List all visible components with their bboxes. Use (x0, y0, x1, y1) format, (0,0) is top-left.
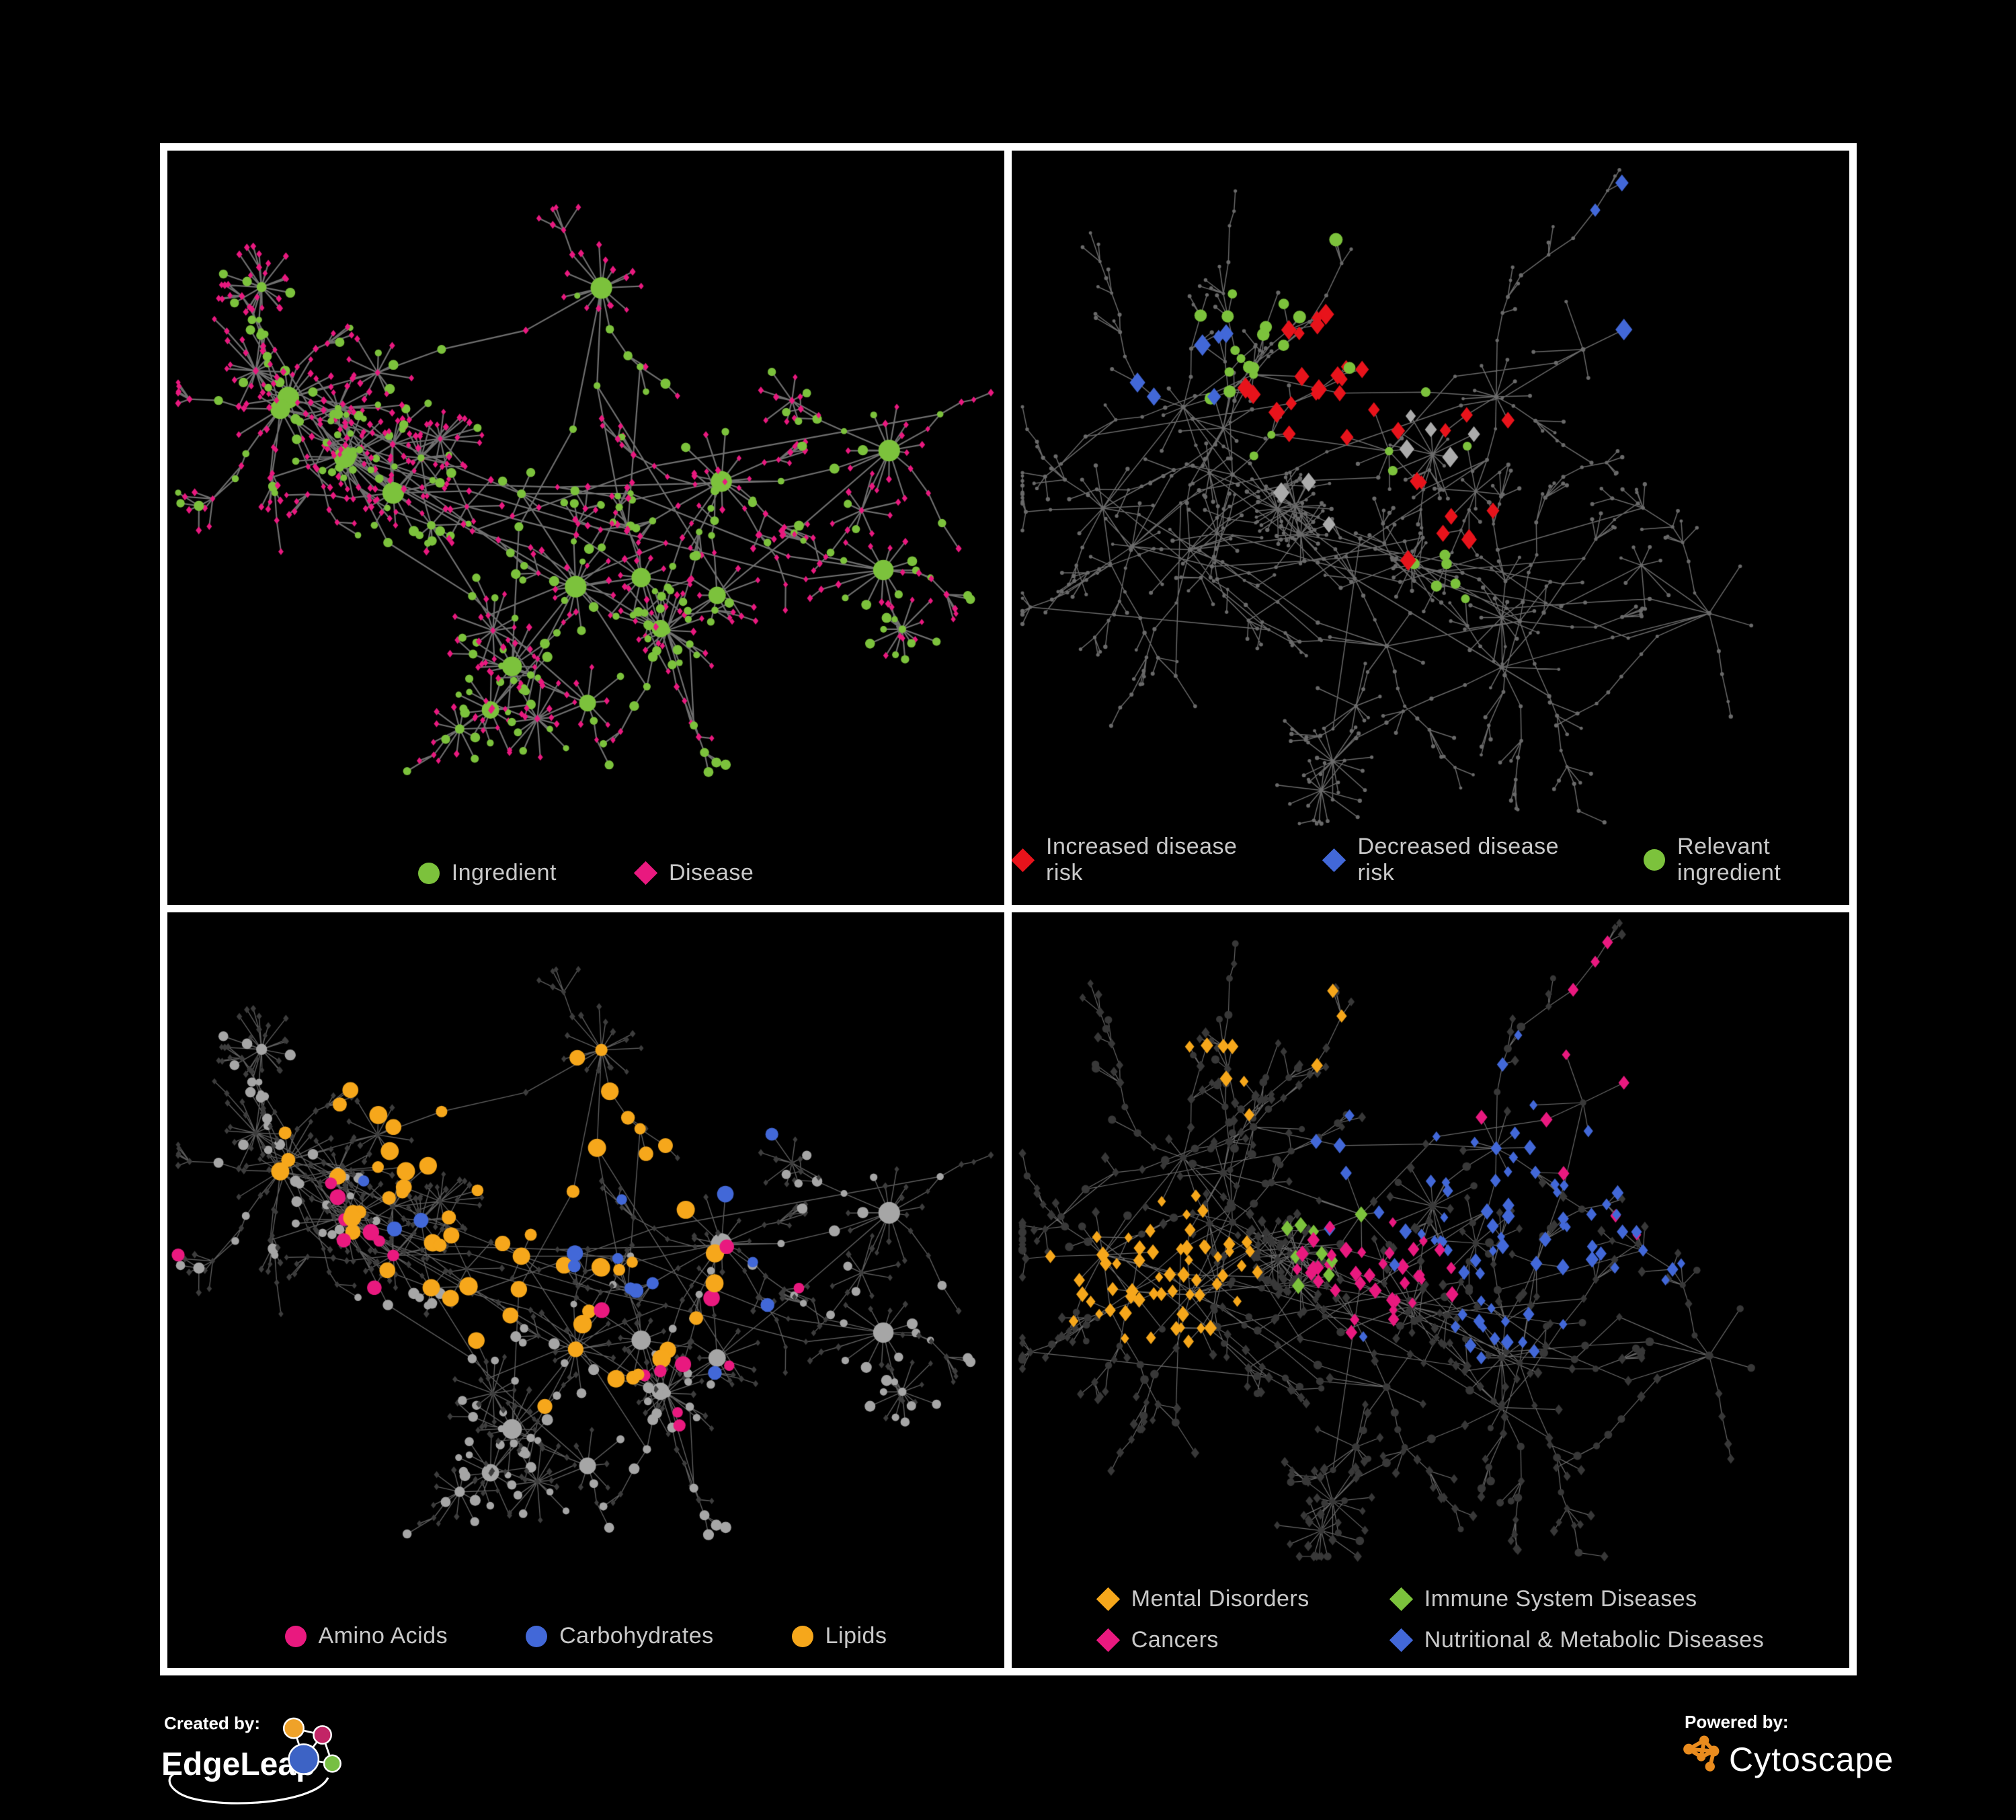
legend-label: Ingredient (451, 860, 557, 885)
legend-item: Cancers (1096, 1627, 1219, 1653)
legend-marker-diamond (1322, 848, 1346, 872)
legend-marker-diamond (1389, 1587, 1413, 1612)
edgeleap-swoosh (168, 1772, 329, 1805)
legend-label: Amino Acids (318, 1623, 448, 1649)
legend-marker-diamond (633, 861, 658, 885)
panel-ingredient-disease: Ingredient Disease (167, 151, 1004, 905)
legend-disease-category: Mental Disorders Immune System Diseases Ca… (1012, 1586, 1849, 1653)
panel-ingredient-class: Amino Acids Carbohydrates Lipids (167, 912, 1004, 1668)
legend-ingredient-class: Amino Acids Carbohydrates Lipids (167, 1623, 1004, 1649)
legend-label: Nutritional & Metabolic Diseases (1424, 1627, 1765, 1653)
legend-item: Lipids (791, 1623, 887, 1649)
legend-label: Lipids (825, 1623, 887, 1649)
panel-disease-risk: Increased disease risk Decreased disease … (1012, 151, 1849, 905)
legend-item: Disease (633, 860, 754, 886)
legend-marker-diamond (1096, 1587, 1120, 1612)
legend-label: Carbohydrates (559, 1623, 714, 1649)
legend-marker-diamond (1389, 1628, 1413, 1653)
legend-label: Increased disease risk (1046, 834, 1238, 885)
cytoscape-logo: Powered by: Cytoscape (1683, 1712, 1894, 1778)
legend-item: Nutritional & Metabolic Diseases (1389, 1627, 1765, 1653)
powered-by-label: Powered by: (1685, 1712, 1789, 1732)
legend-item: Mental Disorders (1096, 1586, 1309, 1612)
legend-marker-circle (1644, 849, 1666, 871)
legend-label: Cancers (1131, 1627, 1219, 1653)
legend-marker-diamond (1096, 1628, 1120, 1653)
legend-marker-diamond (1012, 848, 1035, 872)
legend-marker-circle (791, 1625, 813, 1647)
legend-marker-circle (417, 862, 440, 884)
legend-label: Decreased disease risk (1357, 834, 1560, 885)
legend-item: Carbohydrates (526, 1623, 714, 1649)
legend-item: Immune System Diseases (1389, 1586, 1697, 1612)
legend-item: Relevant ingredient (1644, 834, 1849, 886)
legend-item: Ingredient (417, 860, 557, 886)
legend-label: Mental Disorders (1131, 1586, 1309, 1612)
edgeleap-logo: Created by: EdgeLeap (161, 1713, 341, 1805)
panel-disease-category: Mental Disorders Immune System Diseases Ca… (1012, 912, 1849, 1668)
legend-item: Amino Acids (284, 1623, 448, 1649)
legend-marker-circle (526, 1625, 548, 1647)
legend-label: Disease (668, 860, 754, 885)
network-canvas-ingredient-disease (167, 151, 1004, 905)
created-by-label: Created by: (164, 1713, 260, 1733)
network-canvas-disease-risk (1012, 151, 1849, 905)
legend-label: Immune System Diseases (1424, 1586, 1697, 1612)
cytoscape-network-icon (1683, 1735, 1720, 1772)
powered-by-block: Powered by: Cytoscape (1679, 1706, 1901, 1811)
legend-label: Relevant ingredient (1677, 834, 1781, 885)
cytoscape-brand-text: Cytoscape (1729, 1741, 1894, 1778)
legend-marker-circle (284, 1625, 307, 1647)
legend-item: Increased disease risk (1012, 834, 1245, 886)
network-canvas-ingredient-class (167, 912, 1004, 1668)
legend-disease-risk: Increased disease risk Decreased disease … (1012, 834, 1849, 886)
panel-grid: Ingredient Disease Increased disease risk… (160, 143, 1857, 1675)
edgeleap-network-icon (282, 1717, 341, 1775)
legend-item: Decreased disease risk (1322, 834, 1566, 886)
created-by-block: Created by: EdgeLeap (159, 1708, 360, 1819)
legend-ingredient-disease: Ingredient Disease (167, 860, 1004, 886)
network-canvas-disease-category (1012, 912, 1849, 1668)
